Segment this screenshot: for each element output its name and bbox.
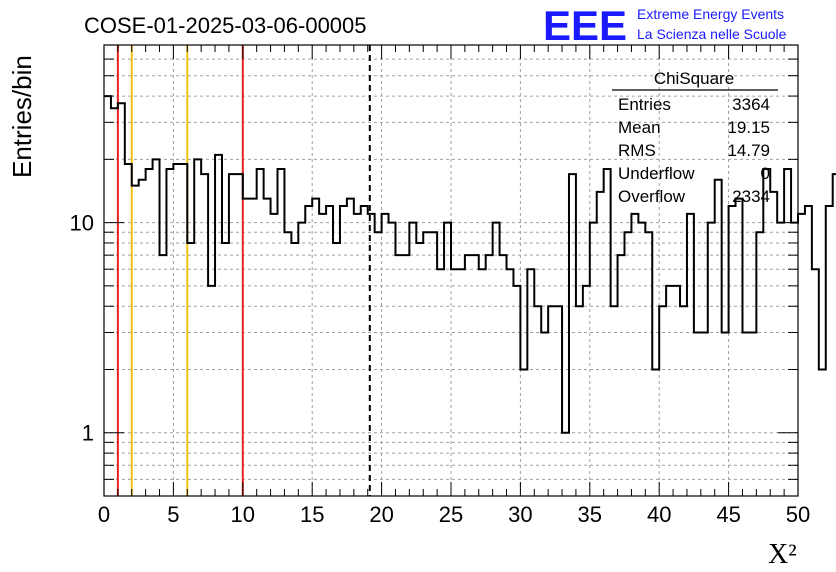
marker-lines [116, 45, 371, 496]
stats-value: 0 [761, 164, 770, 183]
stats-box: ChiSquare Entries 3364 Mean 19.15 RMS 14.79 Un… [612, 69, 778, 206]
y-tick-label: 10 [70, 211, 94, 236]
x-axis-label: X² [768, 539, 797, 570]
axes: 0 5 10 15 20 25 30 35 40 45 50 1 10 [70, 44, 810, 527]
x-tick-label: 50 [786, 502, 810, 527]
stats-label: Underflow [618, 164, 695, 183]
x-tick-label: 45 [716, 502, 740, 527]
x-tick-label: 15 [300, 502, 324, 527]
run-title: COSE-01-2025-03-06-00005 [84, 13, 367, 38]
stats-title: ChiSquare [654, 69, 734, 88]
y-axis-label: Entries/bin [7, 55, 37, 178]
x-tick-label: 35 [578, 502, 602, 527]
x-tick-label: 30 [508, 502, 532, 527]
x-tick-label: 10 [231, 502, 255, 527]
logo-line-2: La Scienza nelle Scuole [637, 26, 787, 42]
stats-value: 3364 [732, 95, 770, 114]
logo-line-1: Extreme Energy Events [637, 6, 784, 22]
histogram-series [104, 95, 836, 434]
stats-label: Entries [618, 95, 671, 114]
stats-label: RMS [618, 141, 656, 160]
plot-frame [103, 44, 799, 497]
stats-value: 2334 [732, 187, 770, 206]
x-tick-label: 0 [98, 502, 110, 527]
stats-label: Overflow [618, 187, 686, 206]
eee-logo: EEE [543, 2, 627, 49]
stats-label: Mean [618, 118, 661, 137]
y-tick-label: 1 [82, 421, 94, 446]
x-tick-label: 25 [439, 502, 463, 527]
x-tick-label: 5 [167, 502, 179, 527]
stats-value: 19.15 [727, 118, 770, 137]
x-tick-label: 20 [369, 502, 393, 527]
stats-value: 14.79 [727, 141, 770, 160]
x-tick-label: 40 [647, 502, 671, 527]
